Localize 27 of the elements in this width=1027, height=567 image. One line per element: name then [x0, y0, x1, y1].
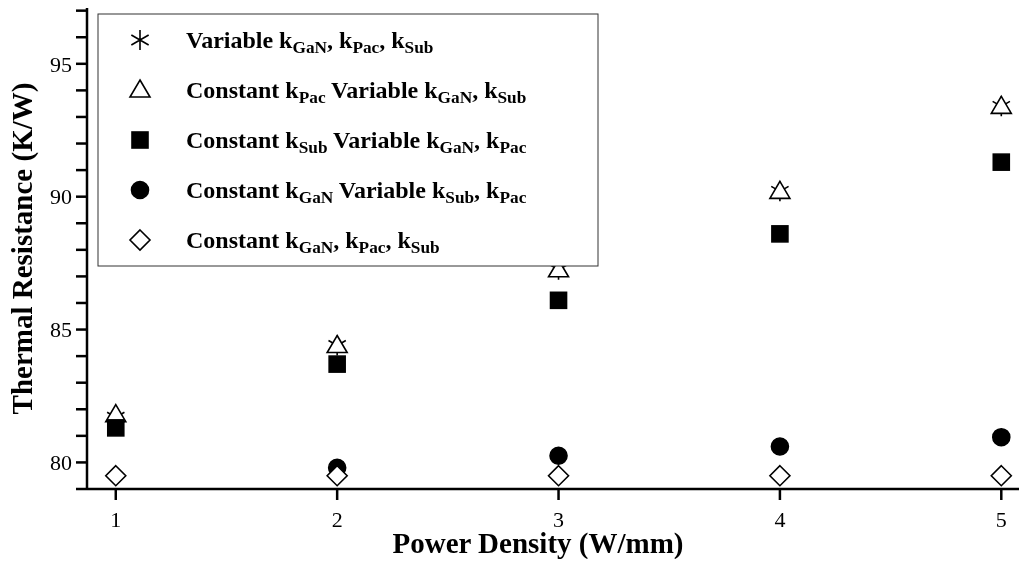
point — [549, 291, 568, 310]
y-tick-label: 80 — [50, 450, 72, 476]
legend-label: Variable k$_{GaN}$, k$_{Pac}$, k$_{Sub}$ — [186, 27, 434, 58]
y-axis-title: Thermal Resistance (K/W) — [6, 82, 39, 415]
legend-label: Constant k$_{GaN}$, k$_{Pac}$, k$_{Sub}$ — [186, 227, 440, 258]
point — [990, 464, 1013, 487]
legend-label: Constant k$_{Sub}$ Variable k$_{GaN}$, k$_{Pac}$ — [186, 127, 527, 158]
point — [328, 355, 346, 373]
y-tick-label: 85 — [50, 317, 72, 343]
x-tick-label: 4 — [774, 507, 786, 532]
point — [991, 427, 1011, 447]
point — [547, 464, 570, 487]
y-tick-label: 95 — [50, 51, 72, 77]
point — [770, 437, 790, 456]
point — [549, 446, 568, 466]
point — [106, 419, 125, 437]
y-tick-label: 90 — [50, 184, 72, 210]
x-tick-label: 5 — [995, 507, 1007, 532]
x-tick-label: 1 — [110, 507, 122, 532]
x-tick-label: 2 — [331, 507, 343, 532]
legend-label: Constant k$_{GaN}$ Variable k$_{Sub}$, k$_{Pac}$ — [186, 177, 527, 208]
point — [326, 464, 348, 487]
point — [992, 153, 1011, 171]
legend-label: Constant k$_{Pac}$ Variable k$_{GaN}$, k$_{Sub}$ — [186, 77, 527, 108]
point — [771, 225, 789, 243]
point — [769, 464, 791, 487]
point — [104, 464, 127, 487]
